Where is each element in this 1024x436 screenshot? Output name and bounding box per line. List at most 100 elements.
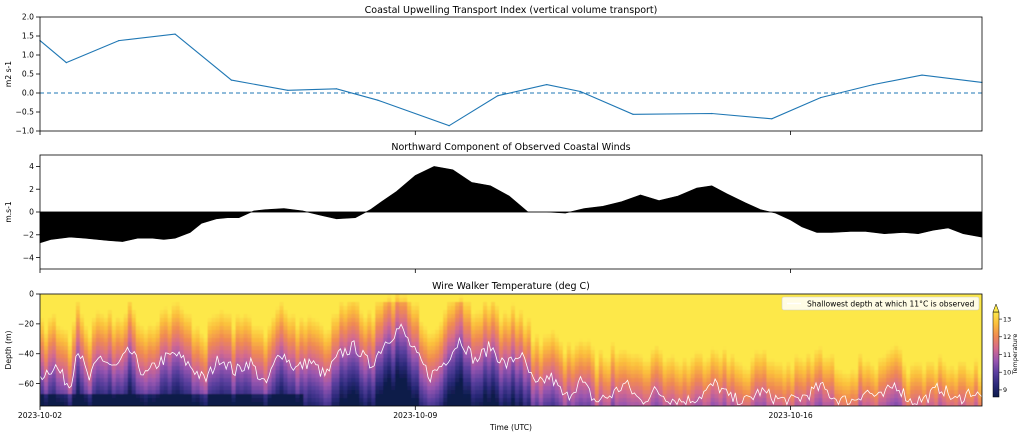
heatmap-cell	[630, 342, 636, 347]
heatmap-cell	[95, 358, 101, 363]
heatmap-cell	[155, 370, 161, 375]
heatmap-cell	[447, 374, 452, 379]
heatmap-cell	[151, 350, 157, 355]
heatmap-cell	[347, 302, 352, 307]
heatmap-cell	[395, 338, 400, 343]
heatmap-cell	[291, 326, 297, 331]
heatmap-cell	[131, 306, 137, 311]
heatmap-cell	[554, 358, 560, 363]
heatmap-cell	[131, 402, 137, 406]
heatmap-cell	[103, 294, 109, 299]
heatmap-cell	[415, 314, 420, 319]
heatmap-cell	[251, 354, 257, 359]
heatmap-cell	[602, 394, 608, 399]
heatmap-cell	[383, 366, 388, 371]
heatmap-cell	[115, 342, 121, 347]
heatmap-cell	[191, 314, 197, 319]
heatmap-cell	[159, 334, 165, 339]
heatmap-cell	[275, 354, 281, 359]
heatmap-cell	[554, 402, 560, 406]
heatmap-cell	[439, 342, 444, 347]
heatmap-cell	[131, 310, 137, 315]
heatmap-cell	[147, 318, 153, 323]
heatmap-cell	[455, 390, 460, 395]
heatmap-cell	[530, 330, 536, 335]
heatmap-cell	[127, 334, 133, 339]
heatmap-cell	[327, 382, 332, 387]
heatmap-cell	[263, 362, 269, 367]
heatmap-cell	[399, 378, 404, 383]
heatmap-cell	[379, 398, 384, 403]
heatmap-cell	[714, 358, 720, 363]
heatmap-cell	[99, 298, 105, 303]
heatmap-cell	[518, 390, 524, 395]
heatmap-cell	[415, 298, 420, 303]
heatmap-cell	[243, 386, 249, 391]
heatmap-cell	[642, 314, 648, 319]
heatmap-cell	[71, 374, 77, 379]
heatmap-cell	[59, 318, 65, 323]
heatmap-cell	[734, 318, 740, 323]
heatmap-cell	[331, 310, 336, 315]
heatmap-cell	[199, 298, 205, 303]
heatmap-cell	[311, 402, 317, 406]
heatmap-cell	[658, 394, 664, 399]
heatmap-cell	[111, 378, 117, 383]
heatmap-cell	[443, 342, 448, 347]
heatmap-cell	[291, 298, 297, 303]
heatmap-cell	[379, 378, 384, 383]
heatmap-cell	[538, 314, 544, 319]
heatmap-cell	[618, 378, 624, 383]
heatmap-cell	[634, 318, 640, 323]
heatmap-cell	[123, 326, 129, 331]
heatmap-cell	[451, 362, 456, 367]
heatmap-cell	[67, 358, 73, 363]
heatmap-cell	[223, 346, 229, 351]
heatmap-cell	[55, 318, 61, 323]
heatmap-cell	[678, 310, 684, 315]
heatmap-cell	[467, 390, 472, 395]
heatmap-cell	[491, 382, 496, 387]
heatmap-cell	[307, 298, 313, 303]
heatmap-cell	[582, 354, 588, 359]
heatmap-cell	[614, 354, 620, 359]
heatmap-cell	[546, 306, 552, 311]
heatmap-cell	[155, 378, 161, 383]
heatmap-cell	[123, 338, 129, 343]
heatmap-cell	[678, 294, 684, 299]
heatmap-cell	[546, 358, 552, 363]
heatmap-cell	[355, 338, 360, 343]
heatmap-cell	[670, 306, 676, 311]
heatmap-cell	[738, 310, 744, 315]
heatmap-cell	[355, 350, 360, 355]
heatmap-cell	[347, 354, 352, 359]
heatmap-cell	[554, 318, 560, 323]
heatmap-cell	[267, 334, 273, 339]
heatmap-cell	[511, 366, 516, 371]
heatmap-cell	[682, 302, 688, 307]
heatmap-cell	[255, 330, 261, 335]
heatmap-cell	[315, 354, 321, 359]
heatmap-cell	[159, 366, 165, 371]
heatmap-cell	[63, 294, 69, 299]
heatmap-cell	[546, 370, 552, 375]
heatmap-cell	[175, 314, 181, 319]
heatmap-cell	[403, 310, 408, 315]
heatmap-cell	[391, 362, 396, 367]
heatmap-cell	[694, 374, 700, 379]
heatmap-cell	[447, 354, 452, 359]
heatmap-cell	[487, 378, 492, 383]
heatmap-cell	[514, 342, 520, 347]
heatmap-cell	[403, 394, 408, 399]
heatmap-cell	[355, 306, 360, 311]
heatmap-cell	[463, 330, 468, 335]
heatmap-cell	[63, 366, 69, 371]
heatmap-cell	[59, 374, 65, 379]
heatmap-cell	[155, 386, 161, 391]
heatmap-cell	[710, 398, 716, 403]
heatmap-cell	[706, 350, 712, 355]
heatmap-cell	[211, 346, 217, 351]
heatmap-cell	[738, 358, 744, 363]
heatmap-cell	[698, 342, 704, 347]
heatmap-cell	[251, 310, 257, 315]
